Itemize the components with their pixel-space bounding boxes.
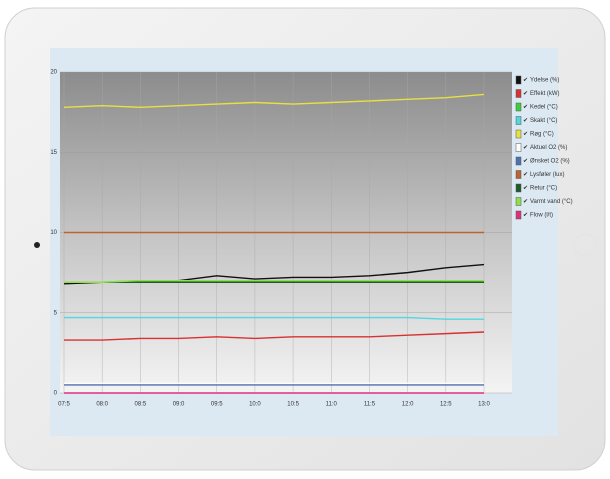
legend-check: ✔ <box>523 118 528 124</box>
legend-check: ✔ <box>523 91 528 97</box>
x-tick-label: 12:0 <box>402 402 414 408</box>
legend-check: ✔ <box>523 199 528 205</box>
x-tick-label: 07:5 <box>58 402 70 408</box>
legend-label: Retur (°C) <box>530 186 557 192</box>
legend-check: ✔ <box>523 186 528 192</box>
x-tick-label: 09:5 <box>211 402 223 408</box>
x-tick-label: 12:5 <box>440 402 452 408</box>
x-tick-label: 08:0 <box>96 402 108 408</box>
camera <box>34 242 40 248</box>
legend-swatch <box>515 116 522 125</box>
legend-swatch <box>515 89 522 98</box>
y-tick-label: 20 <box>50 70 57 76</box>
legend-swatch <box>515 183 522 193</box>
home-button[interactable] <box>573 233 597 257</box>
y-tick-label: 0 <box>54 391 58 397</box>
legend-label: Aktuel O2 (%) <box>530 145 567 151</box>
legend-label: Flow (l/t) <box>530 213 553 219</box>
x-tick-label: 13:0 <box>478 402 490 408</box>
legend-label: Ønsket O2 (%) <box>530 159 570 165</box>
series-line <box>64 279 484 283</box>
legend-swatch <box>515 197 522 206</box>
legend-check: ✔ <box>523 78 528 84</box>
legend-check: ✔ <box>523 172 528 178</box>
x-tick-label: 09:0 <box>173 402 185 408</box>
lines <box>63 93 485 394</box>
axes: 0 5 10 15 20 07:5 08:0 08:5 09:0 09:5 10:0 10:5 11:0… <box>50 70 490 408</box>
legend-check: ✔ <box>523 213 528 219</box>
legend-label: Ydelse (%) <box>530 78 559 84</box>
x-tick-label: 10:0 <box>249 402 261 408</box>
series-line <box>64 331 485 341</box>
legend-label: Varmt vand (°C) <box>530 199 573 205</box>
legend-swatch <box>515 170 522 179</box>
series-line <box>63 93 485 109</box>
legend-check: ✔ <box>523 105 528 111</box>
legend-check: ✔ <box>523 159 528 165</box>
legend-label: Effekt (kW) <box>530 91 560 97</box>
legend-label: Røg (°C) <box>530 132 554 138</box>
legend-swatch <box>515 156 522 166</box>
series-line <box>64 316 484 320</box>
x-tick-label: 10:5 <box>287 402 299 408</box>
legend-swatch <box>515 102 522 112</box>
x-tick-label: 11:0 <box>326 402 338 408</box>
x-tick-label: 11:5 <box>364 402 376 408</box>
legend: ✔ Ydelse (%)✔ Effekt (kW)✔ Kedel (°C)✔ Skakt… <box>515 75 573 220</box>
legend-check: ✔ <box>523 145 528 151</box>
y-tick-label: 10 <box>50 230 57 236</box>
x-tick-label: 08:5 <box>135 402 147 408</box>
legend-check: ✔ <box>523 132 528 138</box>
legend-swatch <box>515 143 522 152</box>
legend-swatch <box>515 210 522 220</box>
legend-label: Skakt (°C) <box>530 118 557 124</box>
legend-label: Kedel (°C) <box>530 105 558 111</box>
y-tick-label: 5 <box>54 310 58 316</box>
legend-swatch <box>515 75 522 85</box>
y-tick-label: 15 <box>50 150 57 156</box>
legend-label: Lysføler (lux) <box>530 172 564 178</box>
legend-swatch <box>515 129 522 139</box>
